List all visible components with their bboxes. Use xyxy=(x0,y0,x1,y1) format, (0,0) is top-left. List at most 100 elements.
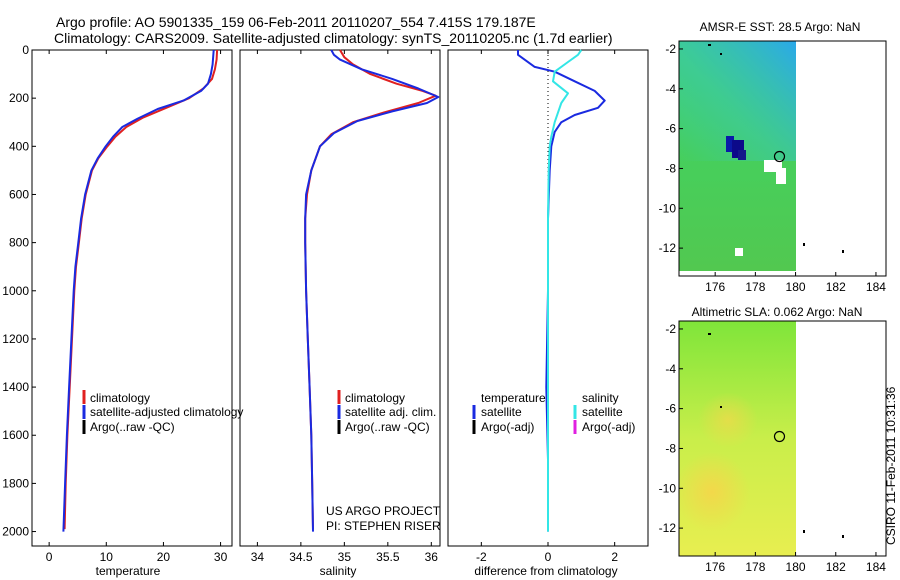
x-tick-label: 184 xyxy=(866,560,886,574)
temperature-axis: 0 10 20 30 xyxy=(46,50,228,564)
temperature-frame xyxy=(31,49,233,547)
sla-float-marker xyxy=(773,430,786,443)
y-tick-label: -2 xyxy=(665,322,676,336)
series-salinity-satellite xyxy=(547,49,583,532)
sst-land-dots xyxy=(803,243,805,246)
legend-label-argo: Argo(..raw -QC) xyxy=(345,420,430,434)
x-tick-label: 180 xyxy=(786,560,806,574)
header-line2: Climatology: CARS2009. Satellite-adjuste… xyxy=(54,30,612,46)
sla-land-dots xyxy=(803,530,805,533)
y-tick-label: 400 xyxy=(9,139,29,153)
difference-lines xyxy=(517,49,606,532)
salinity-xlabel: salinity xyxy=(320,564,357,578)
x-tick-label: 184 xyxy=(866,280,886,294)
temperature-xlabel: temperature xyxy=(96,564,161,578)
y-tick-label: -2 xyxy=(665,42,676,56)
salinity-frame xyxy=(239,49,441,547)
legend-label-temp-satellite: satellite xyxy=(481,405,522,419)
x-tick-label: 34.5 xyxy=(289,550,313,564)
sst-missing-patch xyxy=(735,248,743,256)
sst-title: AMSR-E SST: 28.5 Argo: NaN xyxy=(700,20,861,34)
y-tick-label: -8 xyxy=(665,161,676,175)
sla-map-panel: Altimetric SLA: 0.062 Argo: NaN 176 178 18… xyxy=(659,305,887,574)
legend-label-satellite: satellite adj. clim. xyxy=(345,405,436,419)
x-tick-label: 176 xyxy=(705,280,725,294)
pi-annotation: PI: STEPHEN RISER xyxy=(326,519,441,533)
y-tick-label: 1200 xyxy=(2,332,29,346)
sst-land-dots xyxy=(708,44,711,46)
x-tick-label: 0 xyxy=(46,550,53,564)
series-satellite-adj-clim- xyxy=(304,49,440,532)
x-tick-label: 182 xyxy=(826,280,846,294)
temperature-lines xyxy=(62,49,219,532)
salinity-panel: 34 34.5 35 35.5 36 salinity climatology sate… xyxy=(239,49,441,578)
y-tick-label: -12 xyxy=(659,241,677,255)
x-tick-label: 2 xyxy=(611,550,618,564)
y-tick-label: 2000 xyxy=(2,525,29,539)
y-tick-label: 1000 xyxy=(2,284,29,298)
timestamp-label: CSIRO 11-Feb-2011 10:31:36 xyxy=(884,386,898,545)
x-tick-label: 34 xyxy=(251,550,265,564)
series-temperature-satellite xyxy=(517,50,606,532)
project-annotation: US ARGO PROJECT xyxy=(326,504,441,518)
sla-land-dots xyxy=(842,535,844,538)
legend-label-sal-satellite: satellite xyxy=(582,405,623,419)
sst-cold-anomaly xyxy=(738,150,746,160)
salinity-lines xyxy=(304,49,440,532)
difference-legend: temperature satellite Argo(-adj) salinit… xyxy=(472,391,635,434)
y-tick-label: -10 xyxy=(659,481,677,495)
difference-axis: -2 0 2 xyxy=(476,50,618,564)
x-tick-label: 180 xyxy=(786,280,806,294)
x-tick-label: 176 xyxy=(705,560,725,574)
sla-high-region xyxy=(679,452,750,532)
y-tick-label: 800 xyxy=(9,236,29,250)
depth-axis: 0 200 400 600 800 1000 1200 1400 1600 1800 2000 xyxy=(2,43,36,539)
sla-high-region xyxy=(698,392,758,448)
y-tick-label: 1600 xyxy=(2,428,29,442)
x-tick-label: -2 xyxy=(476,550,487,564)
legend-label-satellite: satellite-adjusted climatology xyxy=(90,405,243,419)
series-climatology xyxy=(63,49,219,530)
header-line1: Argo profile: AO 5901335_159 06-Feb-2011… xyxy=(56,14,536,30)
x-tick-label: 178 xyxy=(745,560,765,574)
series-satellite-adjusted-climatology xyxy=(62,49,215,532)
sst-missing-patch xyxy=(776,168,786,184)
x-tick-label: 35.5 xyxy=(376,550,400,564)
difference-xlabel: difference from climatology xyxy=(474,564,617,578)
x-tick-label: 10 xyxy=(100,550,114,564)
y-tick-label: 200 xyxy=(9,91,29,105)
x-tick-label: 20 xyxy=(157,550,171,564)
sla-axes: 176 178 180 182 184 -2 -4 -6 -8 -10 -12 xyxy=(659,322,887,574)
x-tick-label: 36 xyxy=(425,550,439,564)
sst-land-dots xyxy=(842,250,844,253)
y-tick-label: -12 xyxy=(659,521,677,535)
sst-cold-anomaly xyxy=(726,136,734,152)
sst-map-panel: AMSR-E SST: 28.5 Argo: NaN 176 178 180 182 1… xyxy=(659,20,887,294)
y-tick-label: 0 xyxy=(22,43,29,57)
y-tick-label: 1800 xyxy=(2,476,29,490)
legend-label-climatology: climatology xyxy=(90,391,150,405)
sst-float-marker xyxy=(773,150,786,163)
y-tick-label: -4 xyxy=(665,82,676,96)
x-tick-label: 35 xyxy=(338,550,352,564)
legend-label-sal-argo: Argo(-adj) xyxy=(582,420,635,434)
sst-frame xyxy=(678,40,887,277)
temperature-legend: climatology satellite-adjusted climatolo… xyxy=(82,390,243,434)
sst-land-dots xyxy=(720,53,722,55)
sla-title: Altimetric SLA: 0.062 Argo: NaN xyxy=(692,305,863,319)
x-tick-label: 0 xyxy=(545,550,552,564)
y-tick-label: 600 xyxy=(9,187,29,201)
x-tick-label: 30 xyxy=(214,550,228,564)
y-tick-label: -8 xyxy=(665,441,676,455)
legend-label-temp-argo: Argo(-adj) xyxy=(481,420,534,434)
y-tick-label: -10 xyxy=(659,201,677,215)
y-tick-label: -6 xyxy=(665,122,676,136)
difference-panel: -2 0 2 difference from climatology tempera… xyxy=(447,49,649,578)
y-tick-label: -4 xyxy=(665,362,676,376)
salinity-axis: 34 34.5 35 35.5 36 xyxy=(251,50,439,564)
salinity-legend: climatology satellite adj. clim. Argo(..… xyxy=(337,390,436,434)
y-tick-label: 1400 xyxy=(2,380,29,394)
sla-land-dots xyxy=(720,406,722,408)
sla-frame xyxy=(678,320,887,557)
